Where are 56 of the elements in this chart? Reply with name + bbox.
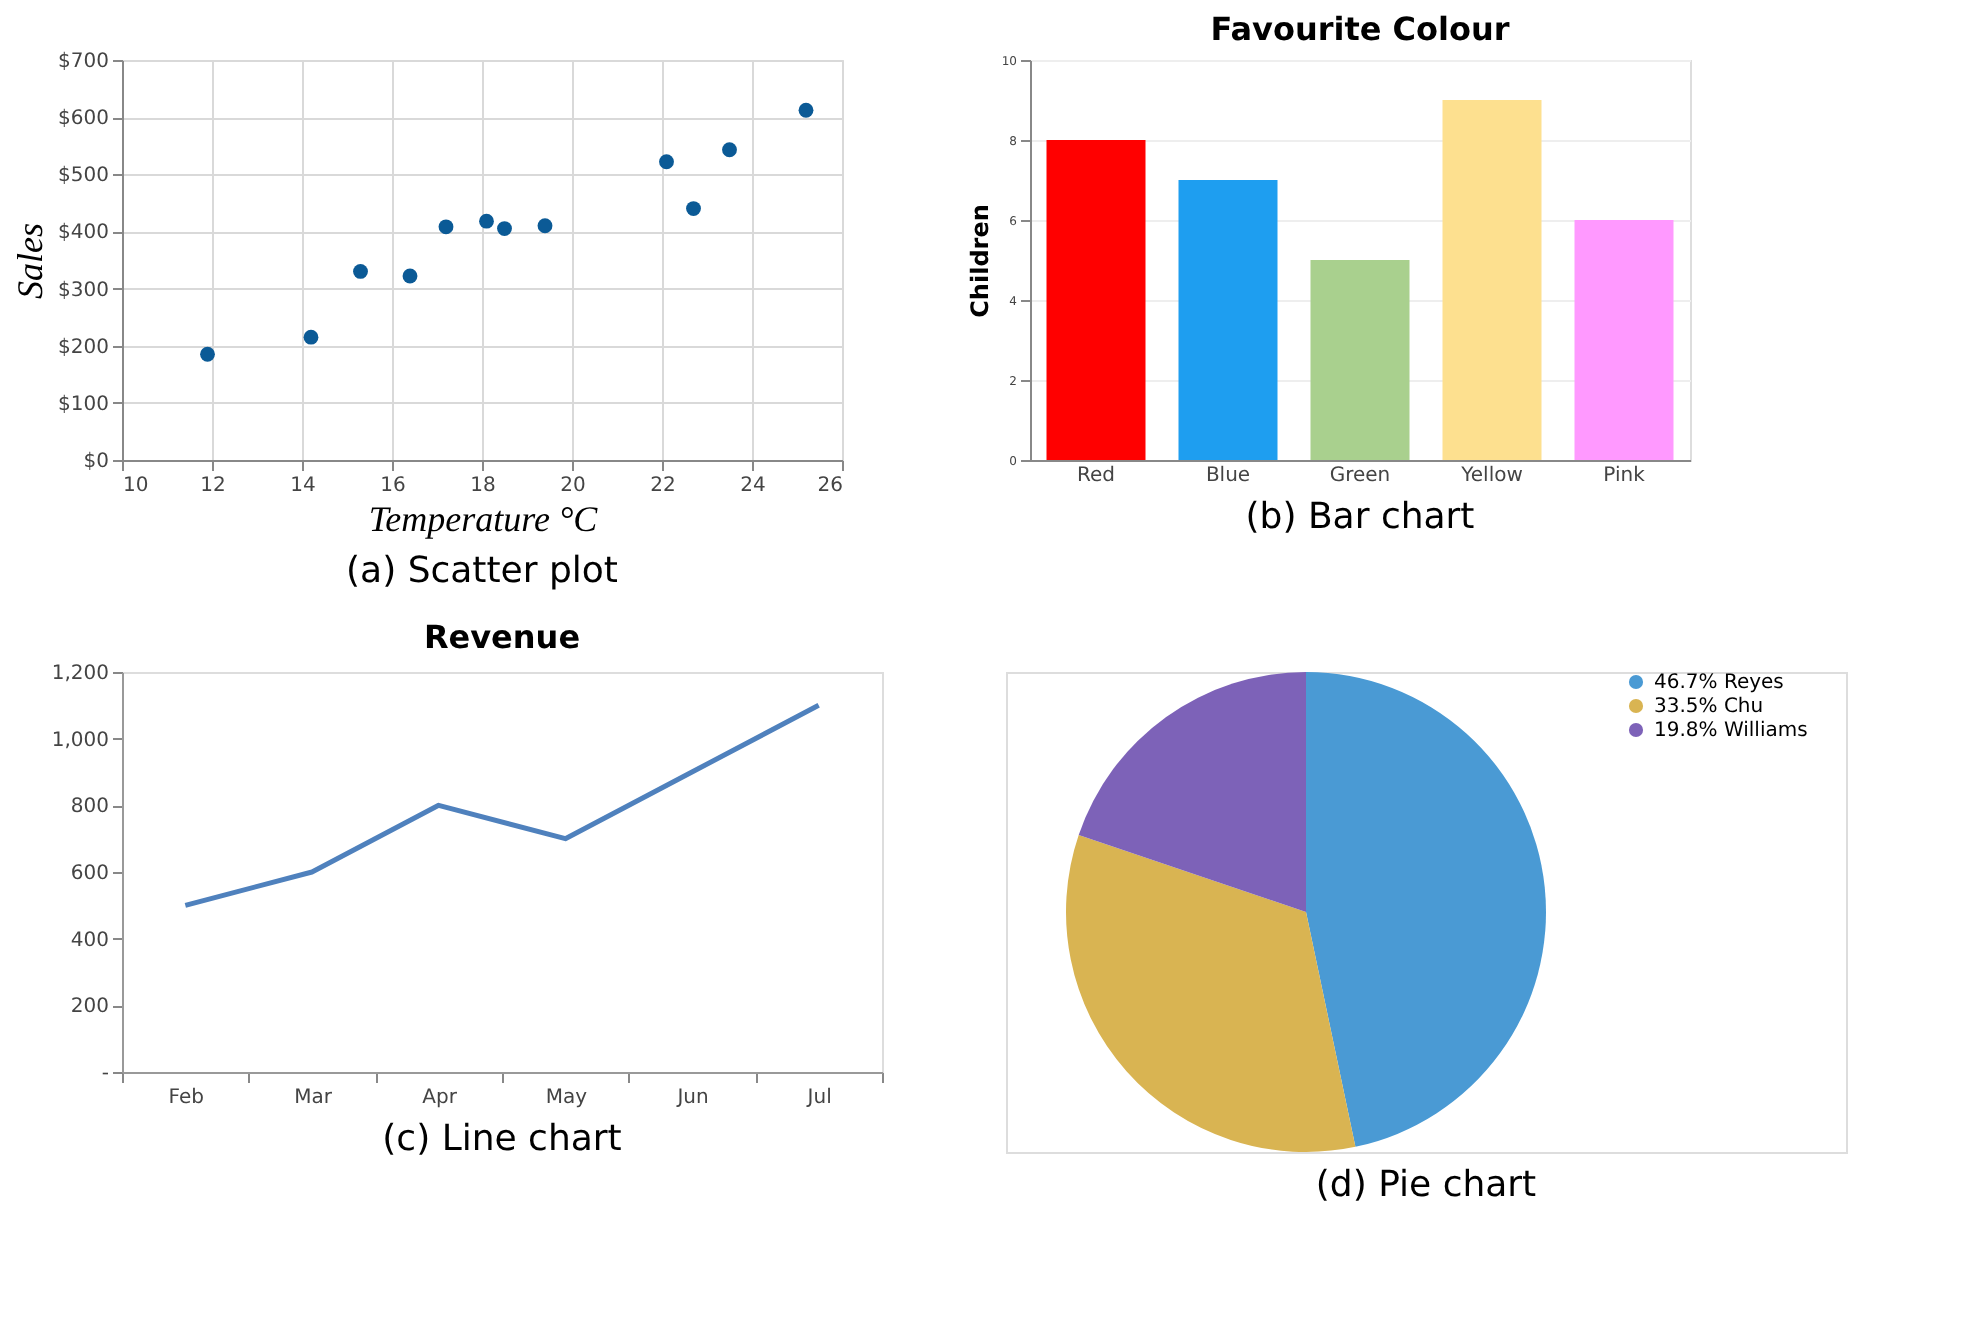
text: (d) Pie chart	[1315, 1164, 1537, 1206]
x-tick-label: 14	[290, 475, 316, 497]
x-tick-label: 24	[740, 475, 766, 497]
x-tick-label: Feb	[168, 1087, 205, 1109]
bar	[1310, 260, 1410, 460]
pie-slice	[1306, 672, 1546, 1147]
y-tick-label: 400	[70, 929, 109, 952]
y-tick-label: 200	[70, 996, 109, 1019]
x-tick-label: Jul	[805, 1087, 832, 1109]
x-tick-label: Apr	[422, 1087, 459, 1109]
x-tick-label: 18	[470, 475, 496, 497]
y-tick-label: $300	[58, 279, 109, 302]
y-axis-title: Children	[965, 204, 994, 318]
x-tick-label: May	[545, 1087, 588, 1109]
y-tick-label: $500	[58, 165, 109, 188]
legend-label: 19.8% Williams	[1654, 720, 1808, 742]
x-axis-title: Temperature °C	[368, 499, 600, 539]
bar	[1046, 140, 1146, 460]
x-tick-label: Mar	[294, 1087, 334, 1109]
x-tick-label: Red	[1077, 465, 1115, 487]
x-tick-label: 16	[380, 475, 406, 497]
text: (c) Line chart	[382, 1118, 622, 1160]
y-tick-label: 1,200	[51, 663, 109, 685]
text: (a) Scatter plot	[346, 550, 618, 592]
x-tick-label: Pink	[1603, 465, 1646, 487]
y-tick-label: -	[101, 1063, 110, 1085]
x-tick-label: 12	[200, 475, 226, 497]
x-tick-label: Blue	[1205, 465, 1251, 487]
y-tick-label: 800	[70, 796, 109, 819]
y-tick-label: $0	[83, 451, 109, 473]
x-tick-label: 22	[650, 475, 676, 497]
pie-slice	[1078, 672, 1306, 912]
x-tick-label: Yellow	[1459, 465, 1523, 487]
text: (b) Bar chart	[1245, 496, 1475, 538]
bar	[1442, 100, 1542, 460]
line-series	[182, 702, 822, 908]
x-tick-label: 10	[123, 475, 149, 497]
bar	[1178, 180, 1278, 460]
chart-title: Favourite Colour	[1210, 10, 1510, 48]
y-tick-label: 1,000	[51, 729, 109, 752]
y-tick-label: $700	[58, 51, 109, 73]
chart-title: Revenue	[423, 618, 581, 656]
y-tick-label: $200	[58, 336, 109, 359]
legend-label: 33.5% Chu	[1654, 696, 1764, 718]
y-axis-title: Sales	[10, 223, 51, 299]
x-tick-label: 20	[560, 475, 586, 497]
x-tick-label: Green	[1329, 465, 1391, 487]
x-tick-label: Jun	[675, 1087, 709, 1109]
pie-slice	[1066, 834, 1356, 1152]
x-tick-label: 26	[817, 475, 843, 497]
y-tick-label: $400	[58, 222, 109, 245]
bar	[1574, 220, 1674, 460]
y-tick-label: $100	[58, 393, 109, 416]
legend-label: 46.7% Reyes	[1654, 672, 1784, 694]
y-tick-label: $600	[58, 108, 109, 131]
y-tick-label: 600	[70, 863, 109, 885]
